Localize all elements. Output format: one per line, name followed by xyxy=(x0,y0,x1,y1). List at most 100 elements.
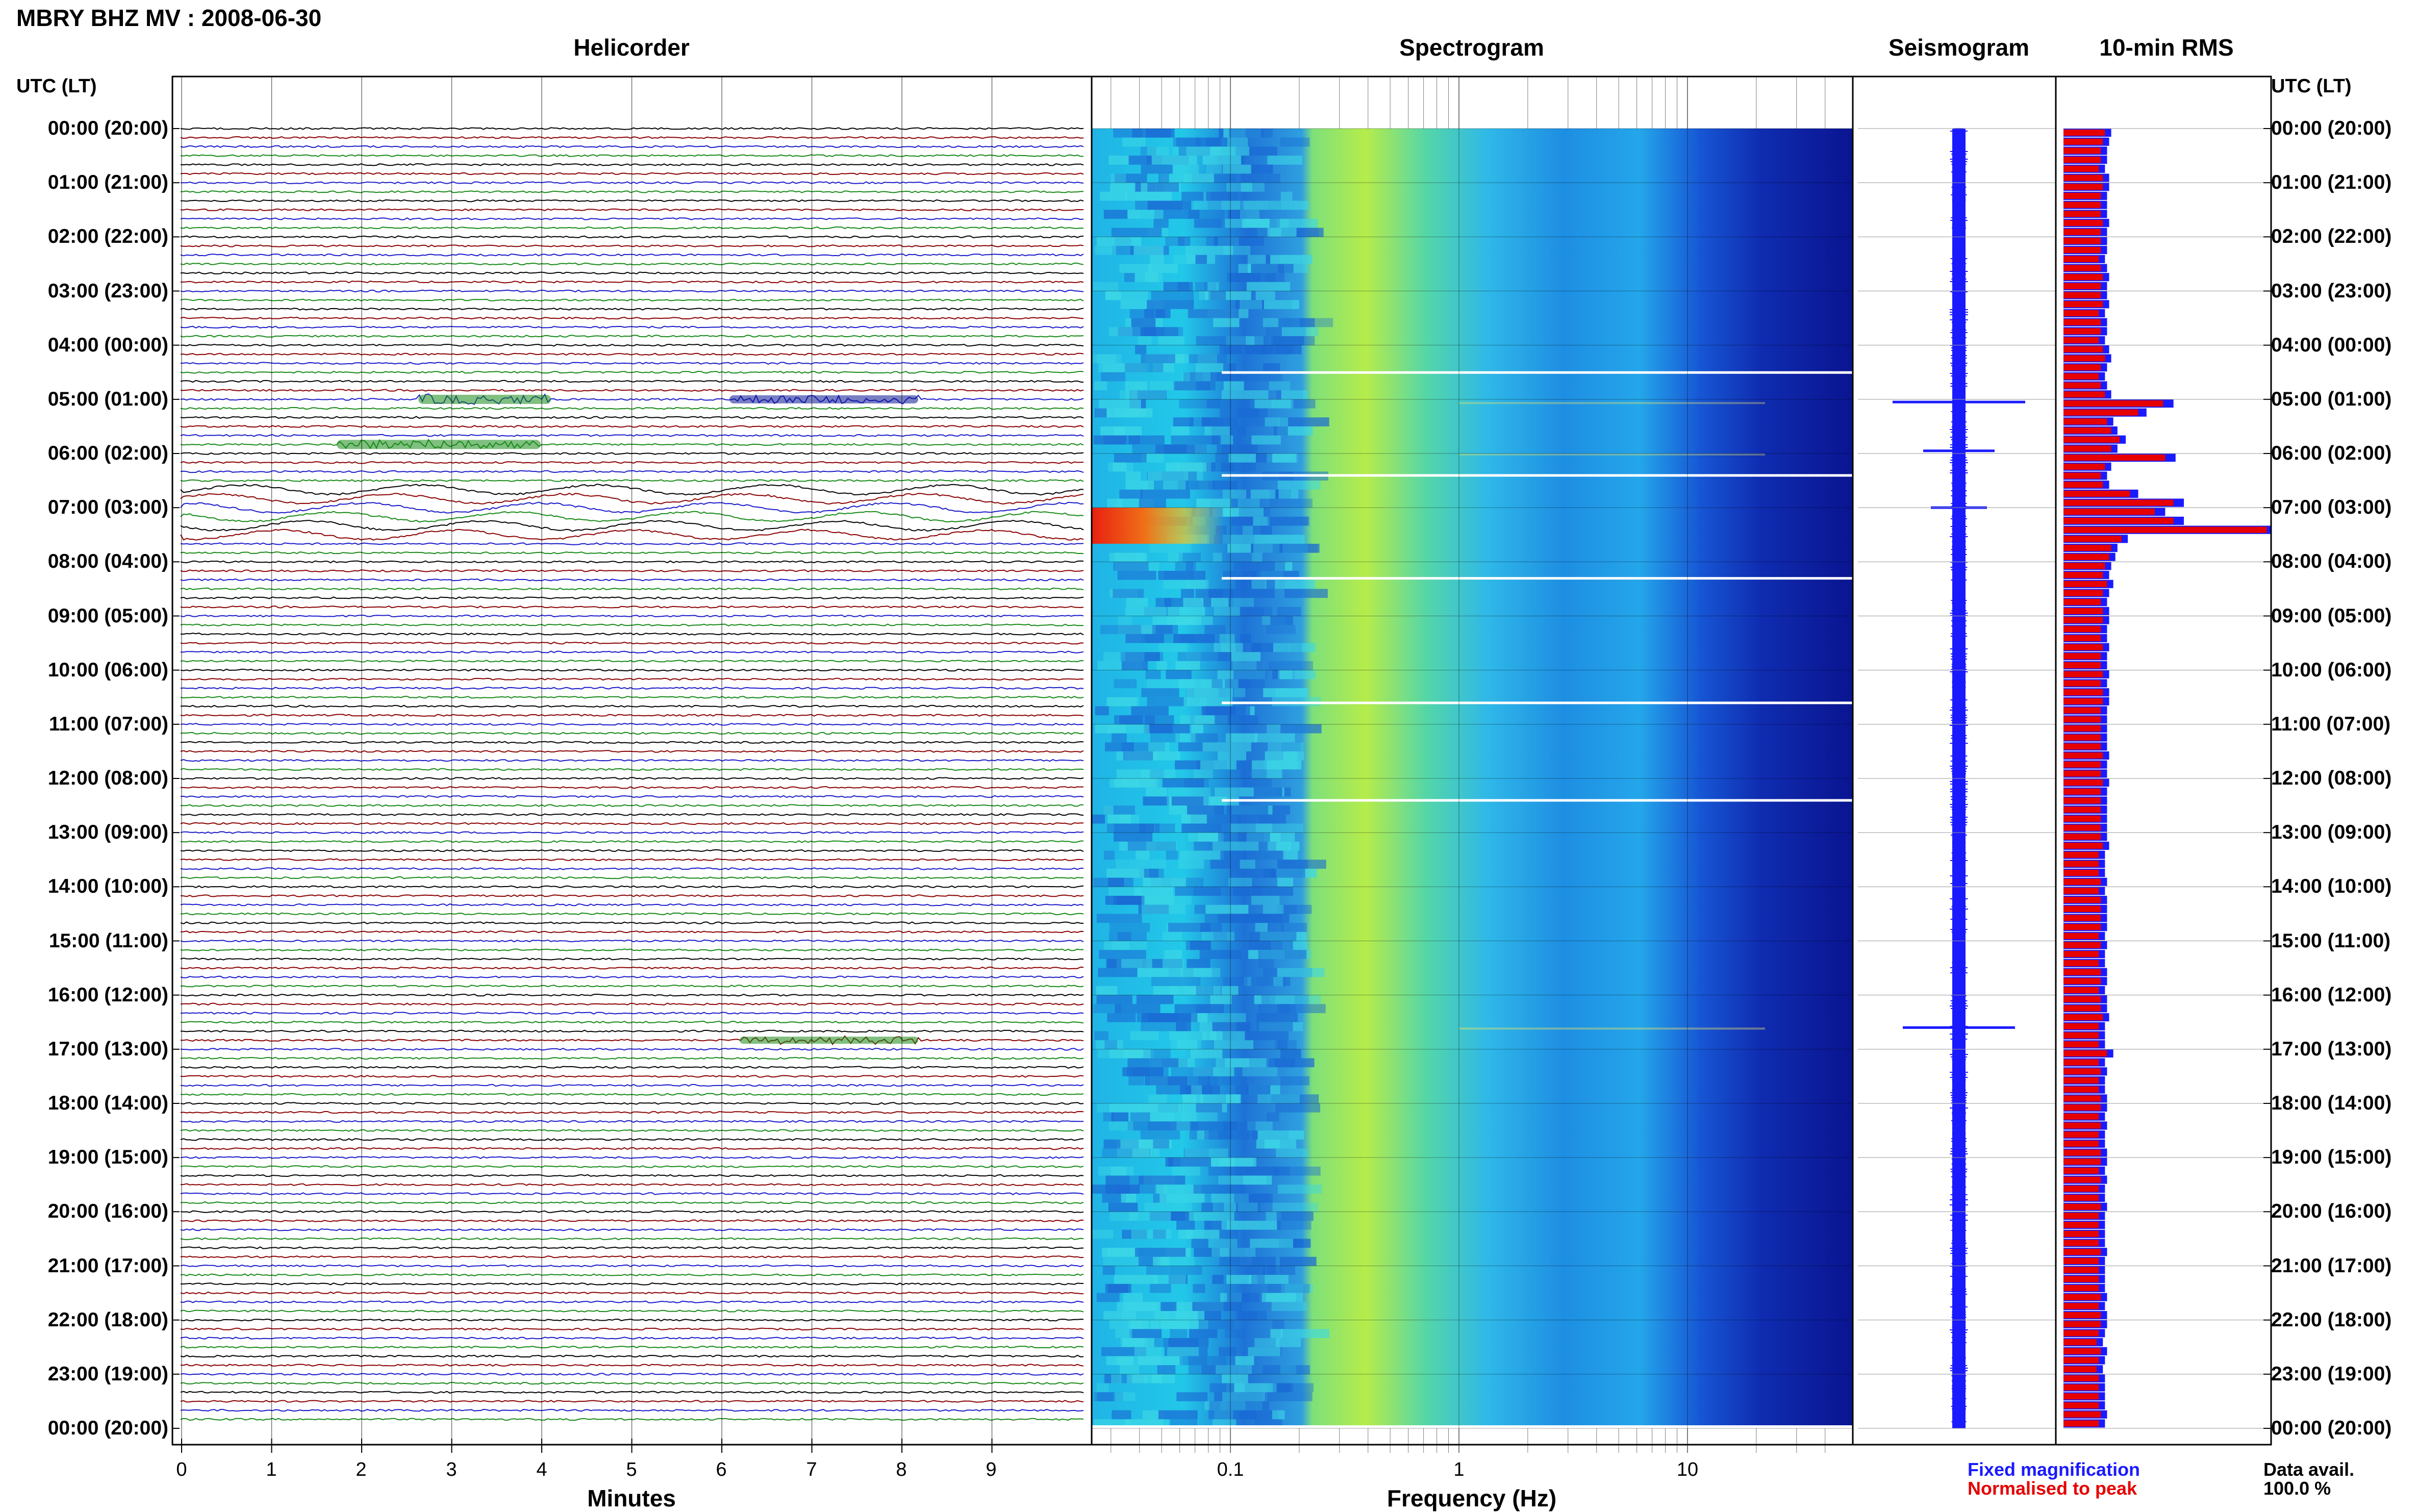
rms-bar-normalised xyxy=(2063,517,2174,524)
rms-bar-normalised xyxy=(2063,617,2103,623)
hour-label-right: 11:00 (07:00) xyxy=(2271,713,2391,735)
hour-label-right: 10:00 (06:00) xyxy=(2271,659,2392,681)
rms-bar-normalised xyxy=(2063,499,2174,506)
rms-bar-normalised xyxy=(2063,1213,2099,1219)
rms-bar-normalised xyxy=(2063,824,2101,831)
rms-bar-normalised xyxy=(2063,915,2101,921)
rms-bar-normalised xyxy=(2063,1411,2101,1418)
rms-bar-normalised xyxy=(2063,680,2101,687)
page-title: MBRY BHZ MV : 2008-06-30 xyxy=(16,5,322,31)
rms-bar-normalised xyxy=(2063,1167,2099,1174)
rms-bar-normalised xyxy=(2063,174,2103,181)
rms-bar-normalised xyxy=(2063,1077,2099,1084)
rms-bar-normalised xyxy=(2063,391,2105,398)
rms-bar-normalised xyxy=(2063,1131,2099,1138)
rms-bar-normalised xyxy=(2063,472,2101,479)
rms-bar-normalised xyxy=(2063,247,2101,254)
rms-bar-normalised xyxy=(2063,157,2101,163)
rms-bar-normalised xyxy=(2063,1384,2099,1391)
rms-bar-normalised xyxy=(2063,815,2101,822)
rms-bar-normalised xyxy=(2063,1402,2099,1409)
hour-label-right: 21:00 (17:00) xyxy=(2271,1254,2392,1277)
rms-bar-normalised xyxy=(2063,1140,2099,1147)
rms-bar-normalised xyxy=(2063,1348,2101,1354)
rms-bar-normalised xyxy=(2063,851,2099,858)
legend-normalised-to-peak: Normalised to peak xyxy=(1968,1478,2137,1499)
rms-bar-normalised xyxy=(2063,328,2101,335)
minute-tick-0: 0 xyxy=(176,1459,187,1480)
rms-bar-normalised xyxy=(2063,635,2101,642)
hour-label-right: 08:00 (04:00) xyxy=(2271,550,2392,573)
helicorder-event xyxy=(418,394,551,404)
rms-bar-normalised xyxy=(2063,590,2103,596)
rms-bar-normalised xyxy=(2063,716,2101,723)
rms-bar-normalised xyxy=(2063,418,2107,425)
rms-bar-normalised xyxy=(2063,689,2103,696)
rms-bar-normalised xyxy=(2063,942,2101,948)
rms-bar-normalised xyxy=(2063,1068,2101,1075)
hour-label-left: 20:00 (16:00) xyxy=(47,1200,168,1223)
rms-bar-normalised xyxy=(2063,1330,2099,1337)
minute-tick-5: 5 xyxy=(626,1459,637,1480)
hour-label-right: 07:00 (03:00) xyxy=(2271,496,2392,519)
hour-label-left: 02:00 (22:00) xyxy=(47,225,168,248)
rms-bar-normalised xyxy=(2063,1194,2099,1201)
minute-tick-9: 9 xyxy=(986,1459,997,1480)
hour-label-left: 09:00 (05:00) xyxy=(47,604,168,627)
rms-bar-normalised xyxy=(2063,346,2103,352)
rms-bar-normalised xyxy=(2063,130,2105,136)
rms-bar-normalised xyxy=(2063,382,2101,389)
rms-bar-normalised xyxy=(2063,1420,2099,1427)
rms-bar-normalised xyxy=(2063,563,2105,569)
rms-bar-normalised xyxy=(2063,1059,2099,1066)
spectrogram-gap xyxy=(1222,799,1853,802)
rms-bar-normalised xyxy=(2063,292,2101,298)
rms-bar-normalised xyxy=(2063,310,2099,317)
rms-bar-normalised xyxy=(2063,1186,2099,1192)
rms-bar-normalised xyxy=(2063,1149,2101,1156)
rms-bar-normalised xyxy=(2063,1041,2099,1048)
hour-label-left: 11:00 (07:00) xyxy=(48,713,168,735)
rms-bar-normalised xyxy=(2063,544,2111,551)
minute-tick-4: 4 xyxy=(536,1459,547,1480)
rms-bar-normalised xyxy=(2063,1276,2099,1282)
hour-label-left: 21:00 (17:00) xyxy=(47,1254,168,1277)
rms-bar-normalised xyxy=(2063,256,2099,262)
rms-bar-normalised xyxy=(2063,147,2101,154)
rms-bar-normalised xyxy=(2063,553,2109,560)
rms-bar-normalised xyxy=(2063,400,2163,407)
spectrogram-event-line xyxy=(1459,1027,1765,1030)
hour-label-left: 00:00 (20:00) xyxy=(47,1417,168,1439)
rms-bar-normalised xyxy=(2063,219,2103,226)
rms-bar-normalised xyxy=(2063,725,2101,732)
minute-tick-6: 6 xyxy=(716,1459,727,1480)
rms-bar-normalised xyxy=(2063,1339,2097,1346)
rms-bar-normalised xyxy=(2063,861,2099,867)
rms-bar-normalised xyxy=(2063,1357,2099,1364)
rms-bar-normalised xyxy=(2063,1050,2107,1057)
rms-bar-normalised xyxy=(2063,1023,2099,1029)
rms-bar-normalised xyxy=(2063,1375,2099,1382)
hour-label-right: 04:00 (00:00) xyxy=(2271,334,2392,356)
rms-bar-normalised xyxy=(2063,238,2101,244)
rms-bar-normalised xyxy=(2063,897,2101,903)
rms-bar-normalised xyxy=(2063,572,2103,578)
rms-bar-normalised xyxy=(2063,924,2101,930)
hour-label-left: 17:00 (13:00) xyxy=(47,1038,168,1060)
hour-label-left: 03:00 (23:00) xyxy=(47,280,168,302)
rms-bar-normalised xyxy=(2063,743,2101,750)
data-availability-label: Data avail. xyxy=(2263,1459,2355,1480)
rms-bar-normalised xyxy=(2063,1104,2101,1111)
rms-bar-normalised xyxy=(2063,211,2101,217)
rms-bar-normalised xyxy=(2063,337,2099,344)
utc-header-right: UTC (LT) xyxy=(2271,75,2352,97)
hour-label-right: 12:00 (08:00) xyxy=(2271,767,2392,789)
rms-bar-normalised xyxy=(2063,1203,2101,1210)
hour-label-left: 08:00 (04:00) xyxy=(47,550,168,573)
rms-bar-normalised xyxy=(2063,192,2101,199)
rms-bar-normalised xyxy=(2063,1222,2099,1228)
hour-label-left: 16:00 (12:00) xyxy=(47,984,168,1006)
rms-bar-normalised xyxy=(2063,364,2101,371)
helicorder-title: Helicorder xyxy=(573,34,690,61)
hour-label-right: 19:00 (15:00) xyxy=(2271,1146,2392,1169)
